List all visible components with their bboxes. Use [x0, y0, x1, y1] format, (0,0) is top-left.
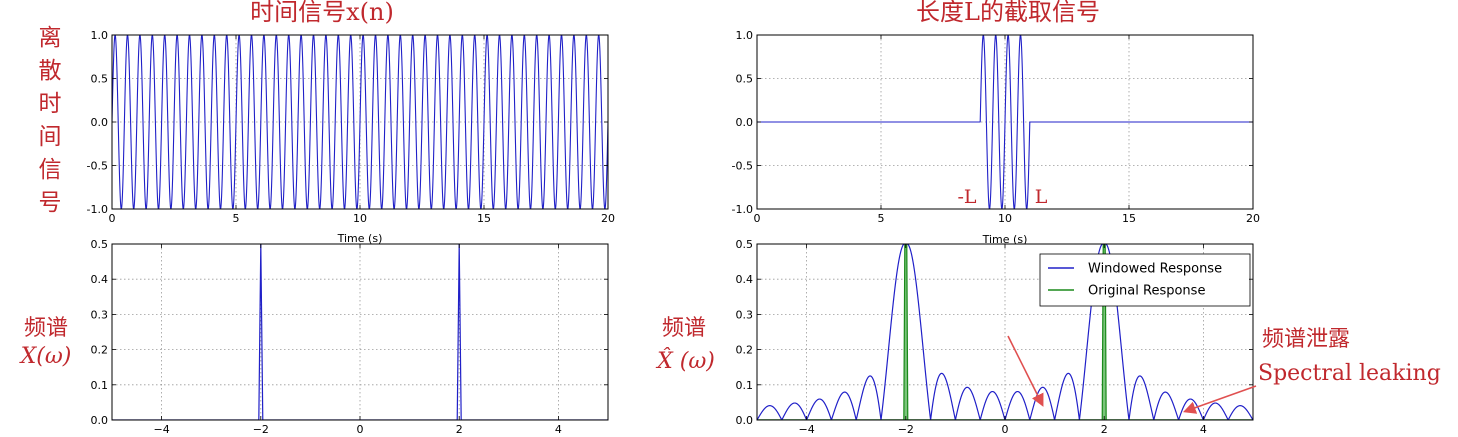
time-axis-label-right: Time (s)	[982, 233, 1028, 246]
y-tick-label: -0.5	[87, 160, 108, 173]
y-tick-label: 0.4	[736, 273, 754, 286]
y-tick-label: 0.5	[736, 238, 754, 251]
y-tick-label: 0.1	[91, 379, 109, 392]
side-char-2: 散	[39, 58, 62, 84]
y-tick-label: 0.3	[736, 308, 754, 321]
signal-line	[757, 35, 1253, 209]
x-tick-label: 10	[998, 212, 1012, 225]
marker-neg-L: -L	[957, 186, 976, 208]
y-tick-label: 0.2	[736, 344, 754, 357]
x-tick-label: −4	[798, 423, 814, 436]
x-tick-label: 0	[754, 212, 761, 225]
x-tick-label: −4	[153, 423, 169, 436]
spectrum-symbol-left: X(ω)	[19, 344, 72, 369]
x-tick-label: −2	[253, 423, 269, 436]
plot-series	[112, 244, 608, 420]
y-tick-label: 0.0	[736, 116, 754, 129]
plot-series	[112, 35, 608, 209]
leak-label-en: Spectral leaking	[1258, 361, 1441, 386]
x-tick-label: 0	[357, 423, 364, 436]
x-tick-label: −2	[898, 423, 914, 436]
side-label-discrete-time-signal: 离 散 时 间 信 号	[39, 25, 62, 216]
y-tick-label: 0.0	[91, 414, 109, 427]
spectrum-symbol-right: X̂ (ω)	[655, 348, 715, 374]
x-tick-label: 4	[555, 423, 562, 436]
x-tick-label: 10	[353, 212, 367, 225]
leak-arrow-1	[1007, 335, 1044, 407]
legend-box	[1039, 253, 1251, 307]
x-tick-label: 2	[1101, 423, 1108, 436]
y-tick-label: 0.0	[91, 116, 109, 129]
original-spike	[903, 244, 909, 420]
x-tick-label: 15	[1122, 212, 1136, 225]
side-char-4: 间	[39, 124, 62, 150]
plot-series	[757, 35, 1253, 209]
x-tick-label: 5	[878, 212, 885, 225]
y-tick-label: 0.2	[91, 344, 109, 357]
y-tick-label: -1.0	[87, 203, 108, 216]
spectrum-line	[112, 244, 608, 420]
x-tick-label: 4	[1200, 423, 1207, 436]
y-tick-label: 0.4	[91, 273, 109, 286]
time-signal-chart: 0 5 10 15 20 -1.0 -0.5 0.0 0.5 1.0	[87, 29, 615, 225]
x-tick-label: 15	[477, 212, 491, 225]
side-char-1: 离	[39, 25, 62, 51]
y-tick-label: 0.0	[736, 414, 754, 427]
x-tick-label: 0	[109, 212, 116, 225]
signal-line	[112, 35, 608, 209]
side-char-6: 号	[39, 190, 62, 216]
side-char-3: 时	[39, 91, 62, 117]
y-tick-label: 0.1	[736, 379, 754, 392]
leak-arrow-2	[1182, 385, 1257, 414]
y-tick-label: 1.0	[91, 29, 109, 42]
y-tick-label: 0.5	[91, 238, 109, 251]
x-tick-label: 20	[1246, 212, 1260, 225]
y-tick-label: 0.5	[736, 73, 754, 86]
y-tick-label: -1.0	[732, 203, 753, 216]
spectrum-label-right: 频谱	[662, 316, 706, 341]
original-spectrum-chart: −4 −2 0 2 4 0.0 0.1 0.2 0.3 0.4 0.5	[91, 238, 609, 436]
leak-label-cn: 频谱泄露	[1262, 327, 1350, 352]
title-left: 时间信号x(n)	[250, 0, 394, 26]
x-tick-label: 5	[233, 212, 240, 225]
x-tick-label: 2	[456, 423, 463, 436]
marker-L: L	[1035, 186, 1048, 208]
spectrum-label-left: 频谱	[24, 316, 68, 341]
y-tick-label: 0.3	[91, 308, 109, 321]
windowed-line	[757, 244, 1253, 420]
legend: Windowed Response Original Response	[1039, 253, 1251, 307]
windowed-signal-chart: 0 5 10 15 20 -1.0 -0.5 0.0 0.5 1.0	[732, 29, 1260, 225]
x-tick-label: 0	[1002, 423, 1009, 436]
legend-label: Original Response	[1088, 284, 1205, 299]
time-axis-label-left: Time (s)	[337, 232, 383, 245]
y-tick-label: -0.5	[732, 160, 753, 173]
side-char-5: 信	[39, 157, 62, 183]
y-tick-label: 0.5	[91, 73, 109, 86]
y-tick-label: 1.0	[736, 29, 754, 42]
x-tick-label: 20	[601, 212, 615, 225]
windowed-spectrum-chart: Windowed Response Original Response −4 −2 0 2…	[736, 238, 1254, 436]
legend-label: Windowed Response	[1088, 262, 1222, 277]
title-right: 长度L的截取信号	[916, 0, 1100, 26]
